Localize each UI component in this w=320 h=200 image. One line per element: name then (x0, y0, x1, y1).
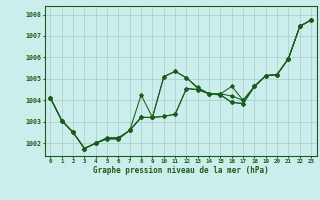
X-axis label: Graphe pression niveau de la mer (hPa): Graphe pression niveau de la mer (hPa) (93, 166, 269, 175)
